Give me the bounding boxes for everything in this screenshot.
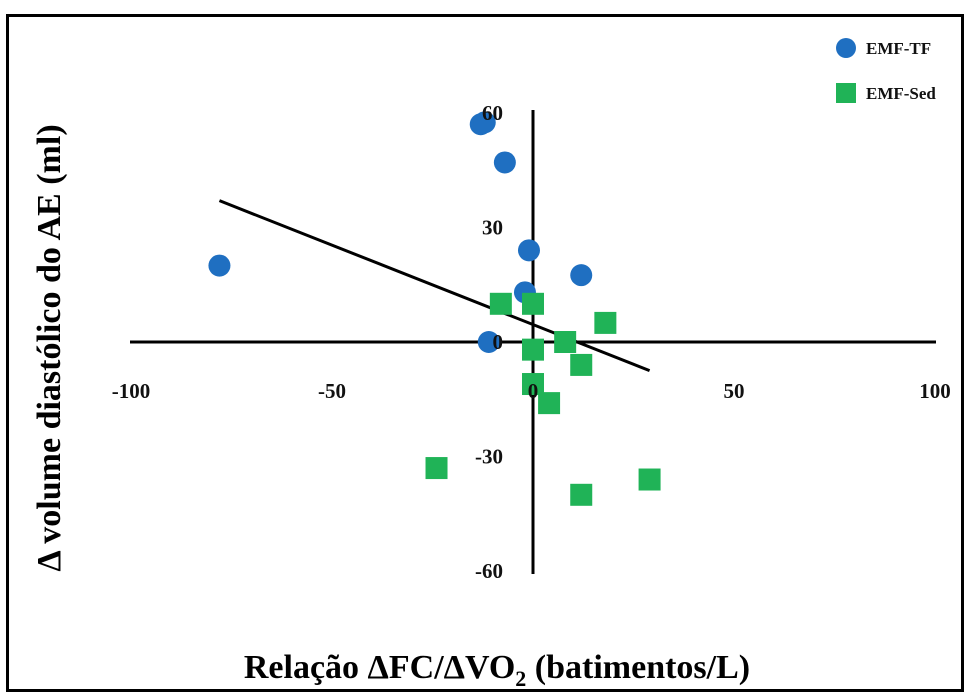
point-emf-sed-3 — [554, 331, 577, 353]
trendline-group — [218, 199, 651, 373]
y-tick-label: -60 — [475, 559, 503, 583]
point-emf-sed-0 — [489, 292, 512, 315]
point-emf-sed-10 — [638, 468, 661, 491]
x-tick-label: 100 — [919, 379, 951, 403]
point-emf-sed-7 — [538, 392, 561, 415]
point-emf-sed-1 — [522, 292, 544, 315]
legend-label-emf-sed: EMF-Sed — [866, 84, 936, 103]
legend-label-emf-tf: EMF-TF — [866, 39, 931, 58]
point-emf-tf-4 — [517, 239, 540, 262]
point-emf-sed-4 — [522, 338, 544, 361]
point-emf-sed-8 — [425, 457, 448, 480]
y-tick-label: 30 — [482, 215, 503, 239]
point-emf-sed-2 — [594, 311, 617, 334]
y-tick-label: -30 — [475, 445, 503, 469]
point-emf-tf-6 — [570, 264, 593, 287]
point-emf-tf-3 — [493, 151, 516, 174]
y-tick-label: 60 — [482, 101, 503, 125]
trendline — [218, 199, 651, 373]
point-emf-sed-5 — [570, 353, 593, 376]
data-points — [208, 111, 661, 506]
point-emf-sed-6 — [522, 373, 544, 396]
tick-labels: -100 -50 50 100 0 60 30 0 -30 -60 — [112, 101, 951, 583]
x-tick-label: 50 — [724, 379, 745, 403]
x-tick-label: -50 — [318, 379, 346, 403]
chart-frame — [6, 14, 964, 692]
x-axis-label: Relação ΔFC/ΔVO2 (batimentos/L) — [244, 649, 750, 691]
point-emf-tf-0 — [208, 254, 231, 277]
legend: EMF-TF EMF-Sed — [836, 38, 936, 103]
legend-marker-emf-tf — [836, 38, 856, 58]
point-emf-tf-7 — [477, 331, 500, 353]
y-tick-label: 0 — [493, 330, 504, 354]
point-emf-sed-9 — [570, 483, 593, 506]
legend-marker-emf-sed — [836, 83, 856, 103]
y-axis-label: Δ volume diastólico do AE (ml) — [31, 124, 68, 571]
x-tick-label: 0 — [528, 379, 539, 403]
point-emf-tf-2 — [473, 111, 496, 134]
x-tick-label: -100 — [112, 379, 151, 403]
